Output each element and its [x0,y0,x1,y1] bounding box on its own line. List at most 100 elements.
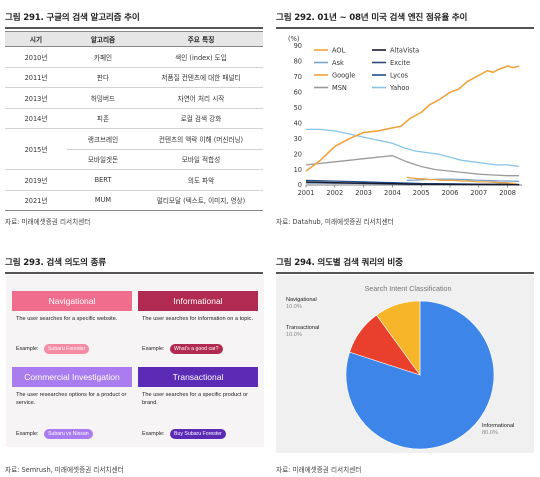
legend-label: AOL [332,46,346,54]
y-tick-label: 20 [294,150,302,158]
algorithm-table: 시기 알고리즘 주요 특징 2010년 카페인 색인 (index) 도입 20… [5,31,263,211]
header-year: 시기 [5,31,67,47]
cell-year: 2019년 [5,169,67,191]
example-label: Example: [16,431,39,437]
example-pill: Subaru Forester [44,344,90,354]
cell-year: 2010년 [5,46,67,68]
panel-title: 그림 293. 검색 의도의 종류 [5,258,106,268]
legend-label: Lycos [390,71,409,79]
panel-search-share-chart: 그림 292. 01년 ~ 08년 미국 검색 엔진 점유율 추이 (%) 0 1… [272,0,540,235]
y-tick-label: 70 [294,73,302,81]
cell-algorithm: 모바일겟돈 [67,149,139,170]
y-tick-label: 40 [294,119,302,127]
example-label: Example: [142,346,165,352]
cell-feature: 의도 파악 [139,169,263,191]
intent-card-navigational: Navigational The user searches for a spe… [12,291,132,369]
example-pill: Buy Subaru Forester [170,429,226,439]
cell-feature: 컨텐츠의 맥락 이해 (머신러닝) [139,128,263,150]
intent-card-description: The user researches options for a produc… [16,392,127,406]
panel-title: 그림 292. 01년 ~ 08년 미국 검색 엔진 점유율 추이 [276,13,468,23]
pie-chart-area: Search Intent Classification Information… [276,275,534,453]
intent-card-description: The user searches for a specific website… [16,316,118,322]
panel-title: 그림 294. 의도별 검색 쿼리의 비중 [276,258,403,268]
panel-search-intent-types: 그림 293. 검색 의도의 종류 자료: Semrush, 미래에셋증권 리서… [0,240,270,477]
pie-slice-informational [345,300,495,450]
x-tick-label: 2006 [442,189,459,197]
table-row: 2021년 MUM 멀티모달 (텍스트, 이미지, 영상) [5,190,263,211]
header-algorithm: 알고리즘 [67,31,139,47]
intent-card-informational: Informational The user searches for info… [138,291,258,369]
x-tick-label: 2005 [413,189,430,197]
pie-slice-navigational [376,300,421,376]
panel-intent-share-pie: 그림 294. 의도별 검색 쿼리의 비중 자료: 미래에셋증권 리서치센터 [272,240,540,477]
intent-card-transactional: Transactional The user searches for a sp… [138,367,258,445]
intent-card-description: The user searches for information on a t… [142,316,253,322]
legend-label: Google [332,71,355,79]
y-tick-label: 90 [294,42,302,50]
intent-card-title: Commercial Investigation [12,367,132,387]
y-tick-label: 80 [294,58,302,66]
y-tick-label: 50 [294,104,302,112]
cell-feature: 로컬 검색 강화 [139,108,263,129]
intent-card-title: Navigational [12,291,132,311]
title-rule [276,27,534,29]
source-note: 자료: Datahub, 미래에셋증권 리서치센터 [276,218,394,226]
intent-cards-area: Navigational The user searches for a spe… [6,275,264,447]
y-tick-label: 30 [294,135,302,143]
pie-title: Search Intent Classification [364,284,451,293]
table-header-row: 시기 알고리즘 주요 특징 [5,31,263,47]
source-note: 자료: Semrush, 미래에셋증권 리서치센터 [5,466,124,474]
series-line-yahoo [306,128,520,168]
cell-feature: 저품질 컨텐츠에 대한 패널티 [139,67,263,88]
legend-label: Ask [332,59,344,67]
header-feature: 주요 특징 [139,31,263,47]
table-row: 2019년 BERT 의도 파악 [5,169,263,191]
intent-card-title: Informational [138,291,258,311]
y-tick-label: 0 [298,181,302,189]
cell-algorithm: 허밍버드 [67,87,139,109]
x-tick-label: 2008 [499,189,516,197]
pie-value-label: 10.0% [286,304,302,310]
cell-algorithm: BERT [67,169,139,191]
example-label: Example: [142,431,165,437]
panel-search-algorithm: 그림 291. 구글의 검색 알고리즘 추이 시기 알고리즘 주요 특징 201… [0,0,270,235]
x-tick-label: 2007 [470,189,487,197]
pie-value-label: 80.0% [482,430,498,436]
title-rule [5,272,263,274]
y-tick-label: 60 [294,89,302,97]
legend-label: MSN [332,84,347,92]
cell-year: 2011년 [5,67,67,88]
table-row: 2015년 랭크브레인 컨텐츠의 맥락 이해 (머신러닝) [5,128,263,170]
cell-feature: 멀티모달 (텍스트, 이미지, 영상) [139,190,263,211]
x-tick-label: 2002 [326,189,343,197]
title-rule [5,27,263,29]
example-pill: What's a good car? [170,344,223,354]
table-row: 2014년 피존 로컬 검색 강화 [5,108,263,129]
cell-year: 2021년 [5,190,67,211]
table-row: 2010년 카페인 색인 (index) 도입 [5,46,263,68]
table-row: 2011년 판다 저품질 컨텐츠에 대한 패널티 [5,67,263,88]
x-tick-label: 2003 [355,189,372,197]
title-rule [276,272,534,274]
series-line-google [305,65,520,172]
cell-year: 2013년 [5,87,67,109]
source-note: 자료: 미래에셋증권 리서치센터 [276,466,362,474]
cell-feature: 자연어 처리 시작 [139,87,263,109]
table-row: 모바일겟돈 모바일 적합성 [5,149,263,170]
cell-feature: 모바일 적합성 [139,149,263,170]
pie-chart: Search Intent Classification Information… [286,284,514,450]
pie-label: Informational [482,423,514,429]
source-note: 자료: 미래에셋증권 리서치센터 [5,218,91,226]
cell-algorithm: 카페인 [67,46,139,68]
cell-year: 2014년 [5,108,67,129]
pie-label: Transactional [286,325,319,331]
intent-card-description: The user searches for a specific product… [142,392,249,406]
series-line-altavista [305,181,520,186]
intent-card-commercial: Commercial Investigation The user resear… [12,367,132,445]
table-row: 2013년 허밍버드 자연어 처리 시작 [5,87,263,109]
x-tick-label: 2004 [384,189,401,197]
intent-card-title: Transactional [138,367,258,387]
cell-algorithm: 랭크브레인 [67,128,139,150]
line-chart: (%) 0 10 20 30 40 50 60 70 80 90 2001 2002 2003 2004 2… [288,35,522,197]
example-pill: Subaru vs Nissan [44,429,93,439]
